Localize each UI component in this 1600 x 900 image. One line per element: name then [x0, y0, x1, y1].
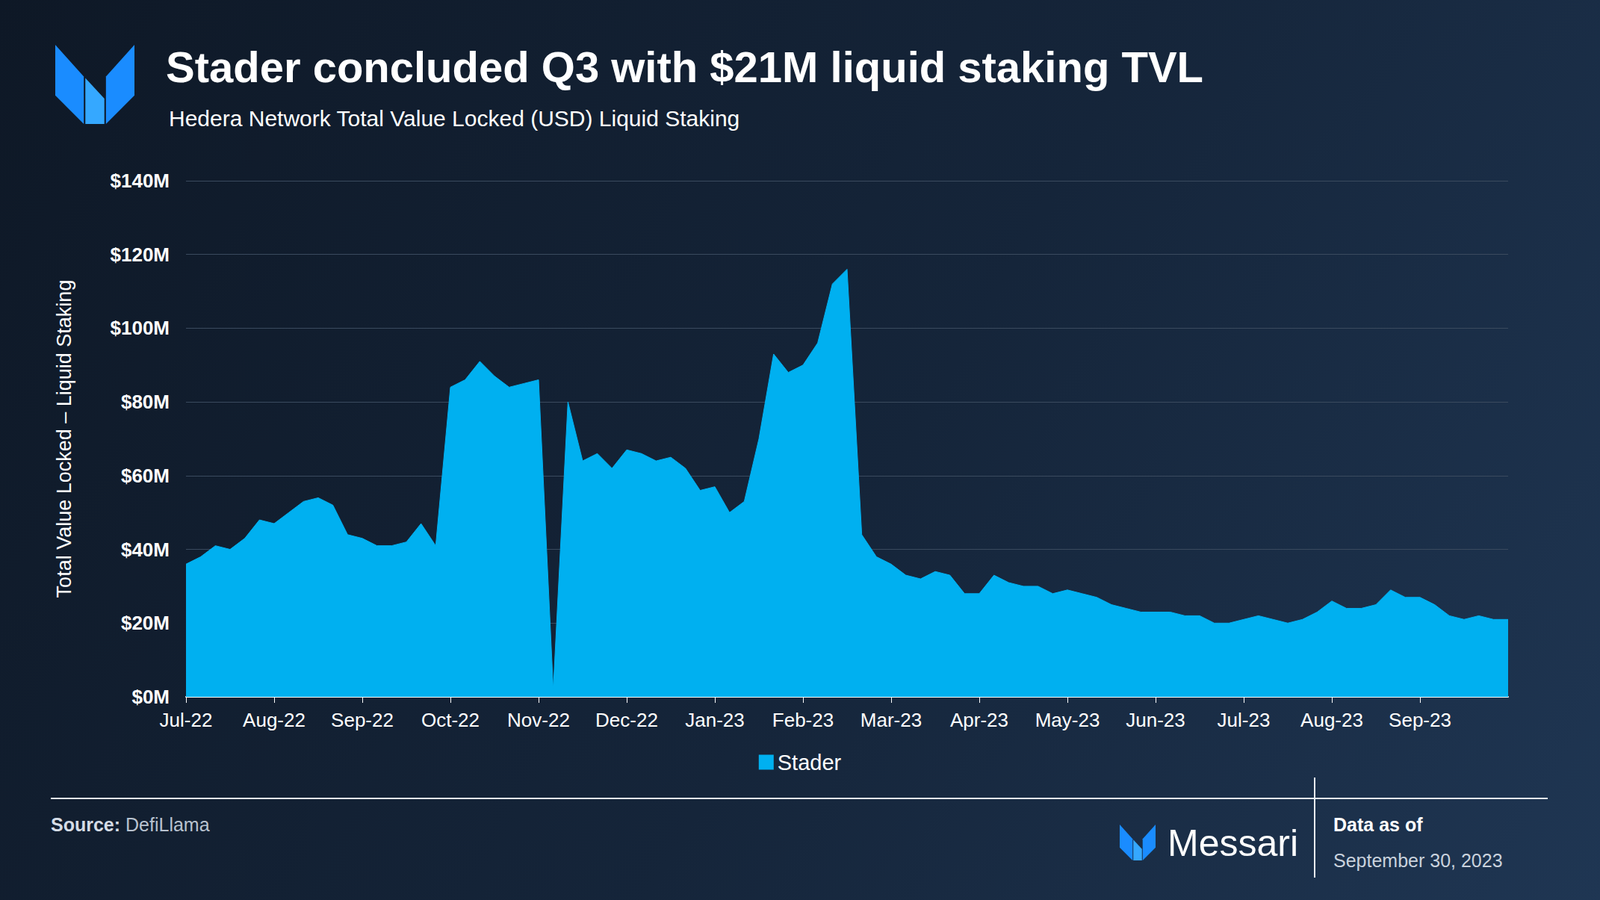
svg-text:Jan-23: Jan-23	[684, 708, 745, 732]
svg-text:Sep-23: Sep-23	[1388, 708, 1452, 732]
html-text:Source: DefiLlama: Source: DefiLlama	[50, 814, 210, 836]
svg-text:Stader: Stader	[777, 750, 842, 775]
svg-text:Jul-23: Jul-23	[1217, 708, 1271, 732]
svg-text:Apr-23: Apr-23	[950, 708, 1009, 732]
svg-text:Jun-23: Jun-23	[1125, 708, 1186, 732]
html-text:September 30, 2023: September 30, 2023	[1333, 850, 1503, 871]
svg-text:Oct-22: Oct-22	[421, 708, 480, 732]
svg-text:Dec-22: Dec-22	[595, 708, 659, 732]
svg-text:$0M: $0M	[131, 685, 170, 709]
svg-text:Nov-22: Nov-22	[507, 708, 570, 732]
svg-text:Mar-23: Mar-23	[860, 708, 922, 732]
svg-text:$80M: $80M	[121, 390, 170, 414]
html-text:Data as of: Data as of	[1333, 814, 1423, 836]
svg-text:Aug-23: Aug-23	[1300, 708, 1364, 732]
svg-text:Feb-23: Feb-23	[772, 708, 834, 732]
svg-text:Sep-22: Sep-22	[330, 708, 394, 732]
svg-text:Total Value Locked – Liquid St: Total Value Locked – Liquid Staking	[53, 280, 76, 599]
svg-text:$40M: $40M	[121, 538, 170, 561]
svg-text:Aug-22: Aug-22	[242, 708, 306, 732]
svg-text:$20M: $20M	[121, 611, 170, 635]
svg-text:$100M: $100M	[110, 316, 171, 340]
svg-text:$140M: $140M	[110, 169, 171, 192]
svg-text:$60M: $60M	[121, 464, 170, 488]
svg-text:May-23: May-23	[1035, 708, 1101, 732]
html-text:Hedera Network Total Value Loc: Hedera Network Total Value Locked (USD) …	[168, 106, 740, 131]
html-text:Stader concluded Q3 with $21M: Stader concluded Q3 with $21M liquid sta…	[165, 42, 1204, 92]
html-text:Messari: Messari	[1167, 822, 1299, 865]
svg-text:Jul-22: Jul-22	[159, 708, 213, 732]
svg-text:$120M: $120M	[110, 243, 171, 266]
